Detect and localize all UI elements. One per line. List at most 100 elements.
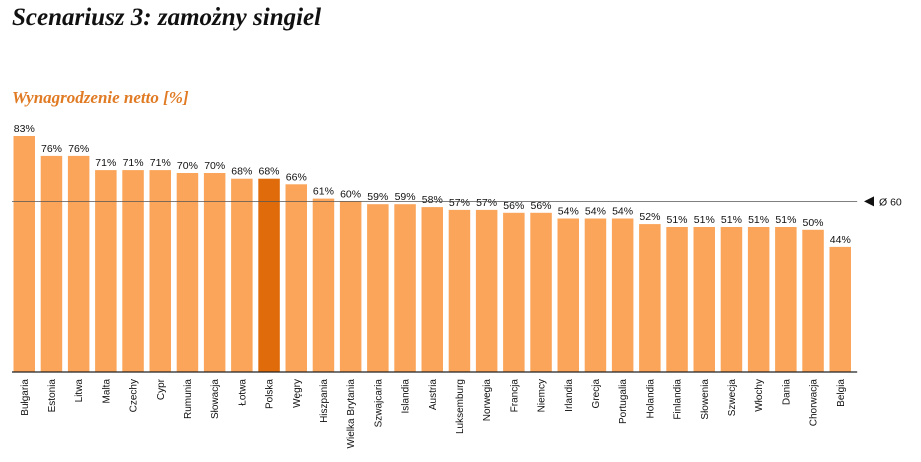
bar-30 <box>829 246 851 372</box>
bar-10 <box>285 184 307 372</box>
category-label-11: Hiszpania <box>319 379 330 423</box>
value-label-29: 50% <box>802 217 823 229</box>
category-label-4: Czechy <box>129 379 140 412</box>
bar-23 <box>639 224 661 372</box>
category-label-17: Norwegia <box>482 379 493 422</box>
category-label-26: Szwecja <box>727 379 738 417</box>
value-label-25: 51% <box>694 214 715 226</box>
bar-9 <box>258 178 280 372</box>
value-label-30: 44% <box>830 234 851 246</box>
bar-18 <box>503 212 525 372</box>
category-label-6: Rumunia <box>183 379 194 419</box>
value-label-2: 76% <box>68 143 89 155</box>
value-label-9: 68% <box>258 166 279 178</box>
value-label-5: 71% <box>150 157 171 169</box>
value-label-28: 51% <box>775 214 796 226</box>
category-label-14: Islandia <box>401 379 412 414</box>
category-label-1: Estonia <box>47 379 58 413</box>
bar-2 <box>67 155 90 372</box>
category-label-28: Dania <box>781 379 792 406</box>
value-label-18: 56% <box>503 200 524 212</box>
value-label-7: 70% <box>204 160 225 172</box>
value-label-21: 54% <box>585 206 606 218</box>
value-label-27: 51% <box>748 214 769 226</box>
bar-5 <box>149 170 171 372</box>
bar-19 <box>530 212 552 372</box>
bar-15 <box>421 207 443 372</box>
chart-subtitle: Wynagrodzenie netto [%] <box>12 88 189 107</box>
category-label-25: Słowenia <box>700 379 711 420</box>
bar-29 <box>802 229 824 372</box>
value-label-20: 54% <box>558 206 579 218</box>
value-label-24: 51% <box>666 214 687 226</box>
value-label-10: 66% <box>286 171 307 183</box>
category-label-10: Węgry <box>292 379 303 408</box>
bar-13 <box>367 204 389 372</box>
value-label-19: 56% <box>530 200 551 212</box>
bar-11 <box>312 198 335 372</box>
category-label-29: Chorwacja <box>809 379 820 427</box>
category-label-24: Finlandia <box>673 379 684 420</box>
bar-14 <box>394 204 416 372</box>
category-label-19: Niemcy <box>537 379 548 412</box>
value-label-15: 58% <box>422 194 443 206</box>
category-label-21: Grecja <box>591 379 602 409</box>
category-label-9: Polska <box>265 379 276 409</box>
category-label-16: Luksemburg <box>455 379 466 434</box>
value-label-14: 59% <box>395 191 416 203</box>
category-label-27: Włochy <box>754 379 765 412</box>
value-label-1: 76% <box>41 143 62 155</box>
bar-1 <box>40 155 63 372</box>
bar-20 <box>557 218 579 372</box>
bar-0 <box>13 136 35 372</box>
category-label-8: Łotwa <box>237 379 248 406</box>
category-label-5: Cypr <box>156 378 167 400</box>
bars-group <box>13 136 851 372</box>
value-label-17: 57% <box>476 197 497 209</box>
bar-21 <box>584 218 607 372</box>
value-label-22: 54% <box>612 206 633 218</box>
value-label-11: 61% <box>313 186 334 198</box>
category-label-0: Bułgaria <box>20 379 31 416</box>
category-label-18: Francja <box>509 379 520 413</box>
bar-12 <box>339 201 362 372</box>
bar-4 <box>122 170 144 372</box>
value-label-13: 59% <box>367 191 388 203</box>
bar-28 <box>775 227 797 372</box>
value-label-0: 83% <box>14 123 35 135</box>
bar-8 <box>231 178 253 372</box>
category-label-30: Belgia <box>836 379 847 407</box>
bar-7 <box>203 173 226 372</box>
bar-17 <box>475 209 498 372</box>
bar-22 <box>611 218 634 372</box>
category-label-23: Holandia <box>645 379 656 419</box>
bar-26 <box>720 227 743 372</box>
category-label-7: Słowacja <box>210 379 221 419</box>
average-marker-icon <box>864 196 874 207</box>
bar-3 <box>95 170 117 372</box>
value-label-4: 71% <box>123 157 144 169</box>
category-label-3: Malta <box>101 379 112 404</box>
category-label-13: Szwajcaria <box>373 379 384 428</box>
category-label-15: Austria <box>428 379 439 411</box>
value-label-26: 51% <box>721 214 742 226</box>
value-label-8: 68% <box>231 166 252 178</box>
value-label-23: 52% <box>639 211 660 223</box>
value-labels-group: 83% 76% 76% 71% 71% 71% 70% 70% 68% 68% 66% 61% 60% 5… <box>14 123 851 246</box>
value-label-16: 57% <box>449 197 470 209</box>
category-label-22: Portugalia <box>618 379 629 424</box>
page-title: Scenariusz 3: zamożny singiel <box>12 4 322 31</box>
category-label-2: Litwa <box>74 379 85 403</box>
value-label-3: 71% <box>95 157 116 169</box>
bar-27 <box>747 227 770 372</box>
category-label-20: Irlandia <box>564 379 575 412</box>
bar-16 <box>448 209 471 372</box>
bar-25 <box>693 227 715 372</box>
value-label-6: 70% <box>177 160 198 172</box>
category-labels-group: Bułgaria Estonia Litwa Malta Czechy Cypr Rumun… <box>20 378 847 448</box>
average-label: Ø 60 <box>879 196 902 208</box>
bar-6 <box>176 173 199 372</box>
bar-24 <box>666 227 688 372</box>
category-label-12: Wielka Brytania <box>346 379 357 449</box>
